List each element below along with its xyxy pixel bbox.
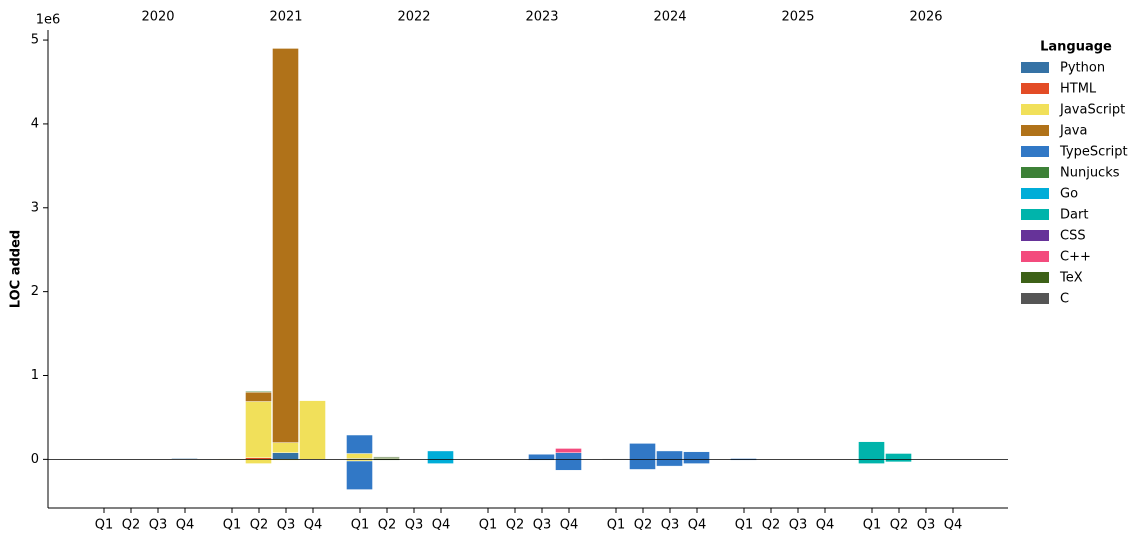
bar-segment xyxy=(683,459,710,464)
legend-swatch xyxy=(1021,251,1049,262)
x-tick-label: Q2 xyxy=(890,518,909,533)
legend-title: Language xyxy=(1040,40,1112,55)
x-tick-label: Q2 xyxy=(506,518,525,533)
x-tick-label: Q1 xyxy=(223,518,242,533)
bar-segment xyxy=(245,401,272,458)
x-tick-label: Q2 xyxy=(634,518,653,533)
axis-offset-label: 1e6 xyxy=(36,13,61,28)
x-tick-label: Q3 xyxy=(405,518,424,533)
bar-segment xyxy=(656,450,683,460)
x-tick-label: Q1 xyxy=(95,518,114,533)
legend-swatch xyxy=(1021,209,1049,220)
x-tick-label: Q2 xyxy=(122,518,141,533)
bar-segment xyxy=(629,459,656,470)
bar-segment xyxy=(346,434,373,454)
group-label: 2021 xyxy=(269,10,302,25)
bar-segment xyxy=(555,448,582,453)
x-tick-label: Q4 xyxy=(432,518,451,533)
x-tick-label: Q2 xyxy=(378,518,397,533)
group-label: 2026 xyxy=(909,10,942,25)
bar-segment xyxy=(555,459,582,471)
x-tick-label: Q1 xyxy=(351,518,370,533)
legend-label: Go xyxy=(1060,187,1078,202)
x-tick-label: Q3 xyxy=(661,518,680,533)
legend-label: TypeScript xyxy=(1059,145,1128,160)
y-tick-label: 5 xyxy=(31,33,39,48)
y-tick-label: 3 xyxy=(31,200,39,215)
bar-segment xyxy=(299,400,326,460)
legend-swatch xyxy=(1021,188,1049,199)
x-tick-label: Q3 xyxy=(533,518,552,533)
legend-swatch xyxy=(1021,167,1049,178)
bar-segment xyxy=(245,459,272,464)
bar-segment xyxy=(683,451,710,460)
bar-segment xyxy=(555,452,582,460)
legend-swatch xyxy=(1021,125,1049,136)
bar-segment xyxy=(346,453,373,459)
legend-label: CSS xyxy=(1060,229,1086,244)
bar-segment xyxy=(346,460,373,490)
legend-label: TeX xyxy=(1059,271,1083,286)
y-axis-label: LOC added xyxy=(9,230,24,308)
y-tick-label: 0 xyxy=(31,452,39,467)
group-label: 2022 xyxy=(397,10,430,25)
bar-segment xyxy=(427,459,454,464)
group-label: 2024 xyxy=(653,10,686,25)
legend-label: C xyxy=(1060,292,1069,307)
legend-swatch xyxy=(1021,83,1049,94)
y-tick-label: 1 xyxy=(31,368,39,383)
x-tick-label: Q4 xyxy=(304,518,323,533)
bar-segment xyxy=(858,459,885,464)
x-tick-label: Q3 xyxy=(789,518,808,533)
bar-segment xyxy=(656,459,683,467)
bar-segment xyxy=(528,454,555,460)
bar-segment xyxy=(373,456,400,458)
legend-label: JavaScript xyxy=(1059,103,1125,118)
x-tick-label: Q2 xyxy=(250,518,269,533)
legend-label: Dart xyxy=(1060,208,1088,223)
y-tick-label: 4 xyxy=(31,116,39,131)
y-tick-label: 2 xyxy=(31,284,39,299)
legend-label: HTML xyxy=(1060,82,1097,97)
legend-swatch xyxy=(1021,62,1049,73)
bar-segment xyxy=(629,443,656,460)
legend-swatch xyxy=(1021,230,1049,241)
legend-swatch xyxy=(1021,146,1049,157)
legend-swatch xyxy=(1021,293,1049,304)
legend-label: Python xyxy=(1060,61,1105,76)
x-tick-label: Q3 xyxy=(277,518,296,533)
x-tick-label: Q4 xyxy=(944,518,963,533)
bar-segment xyxy=(885,453,912,460)
x-tick-label: Q1 xyxy=(863,518,882,533)
bar-segment xyxy=(272,442,299,453)
x-tick-label: Q1 xyxy=(479,518,498,533)
x-tick-label: Q4 xyxy=(176,518,195,533)
bar-segment xyxy=(427,450,454,460)
bar-segment xyxy=(245,392,272,402)
x-tick-label: Q1 xyxy=(735,518,754,533)
legend-swatch xyxy=(1021,104,1049,115)
bar-segment xyxy=(245,391,272,393)
bar-segment xyxy=(272,48,299,443)
bar-segment xyxy=(858,441,885,460)
bar-segment xyxy=(272,452,299,460)
legend-swatch xyxy=(1021,272,1049,283)
x-tick-label: Q4 xyxy=(688,518,707,533)
x-tick-label: Q4 xyxy=(560,518,579,533)
x-tick-label: Q1 xyxy=(607,518,626,533)
group-label: 2020 xyxy=(141,10,174,25)
group-label: 2025 xyxy=(781,10,814,25)
x-tick-label: Q3 xyxy=(149,518,168,533)
group-label: 2023 xyxy=(525,10,558,25)
legend-label: Nunjucks xyxy=(1060,166,1120,181)
x-tick-label: Q3 xyxy=(917,518,936,533)
legend-label: C++ xyxy=(1060,250,1091,265)
legend-label: Java xyxy=(1059,124,1087,139)
x-tick-label: Q4 xyxy=(816,518,835,533)
x-tick-label: Q2 xyxy=(762,518,781,533)
